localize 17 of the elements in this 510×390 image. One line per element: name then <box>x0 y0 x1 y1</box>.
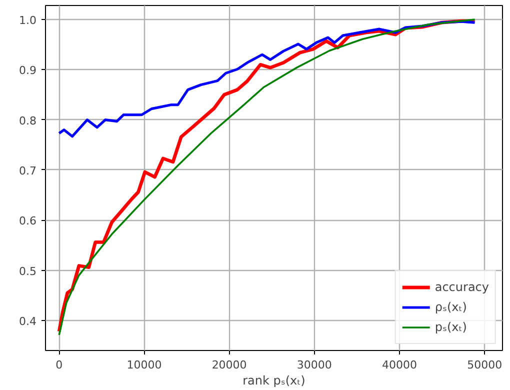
x-tick-label: 0 <box>56 358 63 372</box>
x-axis-title: rank pₛ(xₜ) <box>242 374 306 388</box>
x-tick-label: 50000 <box>467 358 502 372</box>
y-tick-label: 0.7 <box>19 164 37 178</box>
x-tick-label: 30000 <box>296 358 332 372</box>
x-tick-label: 10000 <box>126 358 162 372</box>
x-tick-label: 20000 <box>212 358 247 372</box>
legend-label: accuracy <box>434 280 489 294</box>
legend-label: pₛ(xₜ) <box>434 320 467 334</box>
legend-label: ρₛ(xₜ) <box>434 300 467 314</box>
y-tick-label: 0.8 <box>19 114 37 128</box>
y-tick-label: 0.4 <box>19 314 37 328</box>
y-tick-label: 0.5 <box>19 264 37 278</box>
y-tick-label: 1.0 <box>19 14 37 28</box>
x-tick-label: 40000 <box>382 358 418 372</box>
y-tick-label: 0.6 <box>19 214 37 228</box>
y-tick-label: 0.9 <box>19 64 37 78</box>
